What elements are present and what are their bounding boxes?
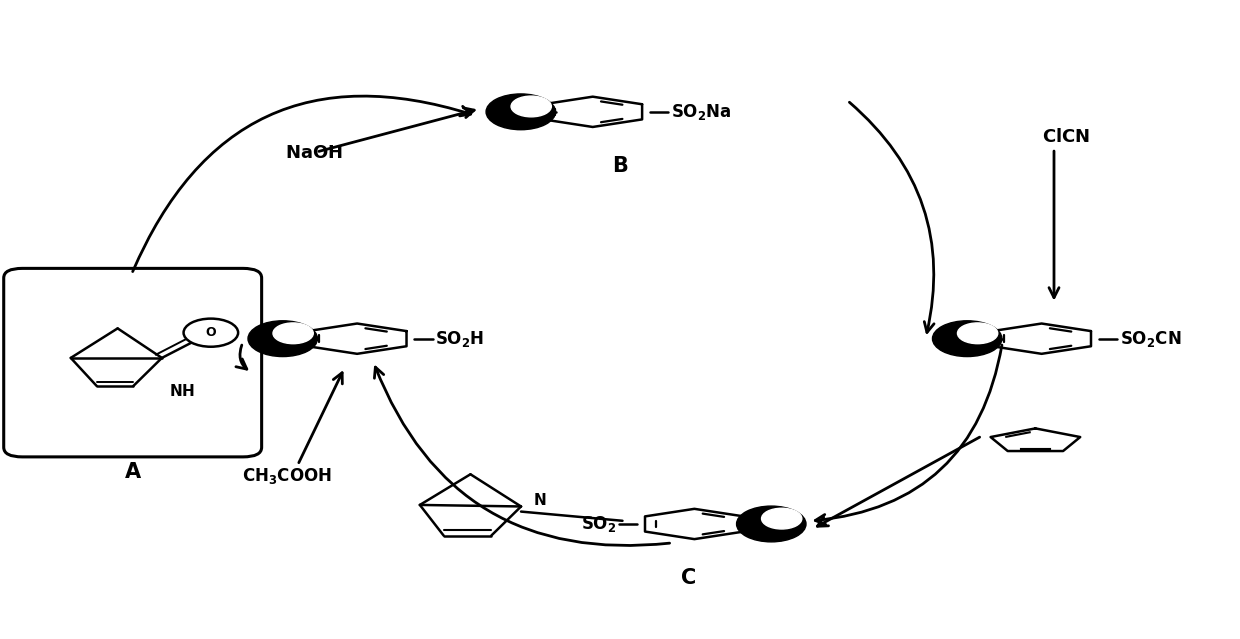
Text: O: O xyxy=(206,326,216,339)
Text: $\mathregular{SO_2CN}$: $\mathregular{SO_2CN}$ xyxy=(1120,328,1182,349)
FancyArrowPatch shape xyxy=(133,96,471,272)
Text: $\mathregular{C}$: $\mathregular{C}$ xyxy=(681,568,696,589)
FancyArrowPatch shape xyxy=(374,367,670,546)
Text: $\mathregular{N}$: $\mathregular{N}$ xyxy=(533,492,547,508)
Circle shape xyxy=(761,508,802,529)
Text: $\mathregular{A}$: $\mathregular{A}$ xyxy=(124,461,141,482)
Text: $\mathregular{SO_2H}$: $\mathregular{SO_2H}$ xyxy=(435,328,485,349)
Text: $\mathregular{NH}$: $\mathregular{NH}$ xyxy=(170,383,195,399)
Text: $\mathregular{CH_3COOH}$: $\mathregular{CH_3COOH}$ xyxy=(242,466,331,486)
Circle shape xyxy=(932,321,1002,357)
FancyBboxPatch shape xyxy=(4,268,262,457)
Circle shape xyxy=(273,323,314,344)
FancyArrowPatch shape xyxy=(849,102,934,332)
Text: $\mathregular{SO_2Na}$: $\mathregular{SO_2Na}$ xyxy=(671,102,732,122)
FancyArrowPatch shape xyxy=(815,345,1002,525)
Text: $\mathregular{ClCN}$: $\mathregular{ClCN}$ xyxy=(1042,128,1090,146)
Circle shape xyxy=(248,321,317,357)
Circle shape xyxy=(486,94,556,130)
Circle shape xyxy=(737,506,806,542)
Text: $\mathregular{SO_2}$: $\mathregular{SO_2}$ xyxy=(582,514,616,534)
Text: $\mathregular{B}$: $\mathregular{B}$ xyxy=(611,156,629,176)
Text: $\mathregular{NaOH}$: $\mathregular{NaOH}$ xyxy=(285,144,343,162)
Circle shape xyxy=(511,96,552,117)
Circle shape xyxy=(184,319,238,347)
Circle shape xyxy=(957,323,998,344)
FancyArrowPatch shape xyxy=(236,345,247,369)
